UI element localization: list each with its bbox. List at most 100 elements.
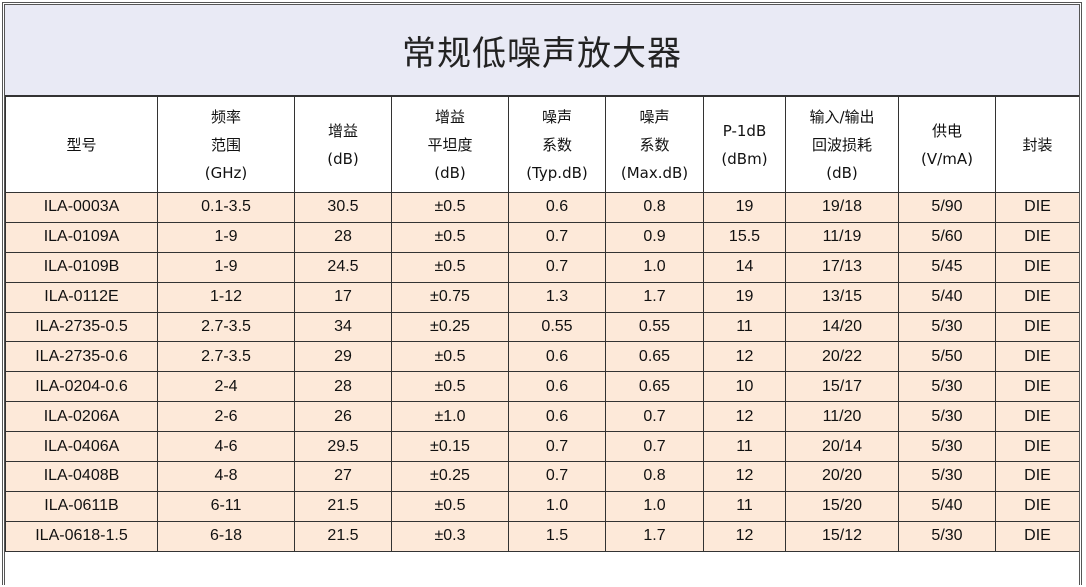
column-header-line: 增益 xyxy=(434,107,465,126)
table-row: ILA-0112E 1-12 17 ±0.75 1.3 1.7 19 13/15 5/40 DIE xyxy=(5,281,1079,313)
table-row: ILA-0003A 0.1-3.5 30.5 ±0.5 0.6 0.8 19 19/18 5/9… xyxy=(5,192,1079,223)
model-cell: ILA-0204-0.6 xyxy=(5,371,158,403)
spec-table: 型号 频率 范围 (GHz) 增益 (dB) 增益 平坦度 (dB) 噪声 系数 (Typ.dB) 噪声… xyxy=(5,96,1079,552)
table-cell: 5/45 xyxy=(898,251,996,283)
table-cell: 26 xyxy=(294,401,392,433)
column-header-line: P-1dB xyxy=(722,121,767,140)
table-cell: 4-6 xyxy=(157,431,295,463)
table-cell: DIE xyxy=(995,311,1079,343)
table-cell: 13/15 xyxy=(785,281,899,313)
table-row: ILA-0406A 4-6 29.5 ±0.15 0.7 0.7 11 20/14 5/30 DI… xyxy=(5,431,1079,463)
table-cell: 0.7 xyxy=(605,401,704,433)
column-header-line: 范围 xyxy=(210,135,241,154)
model-cell: ILA-0618-1.5 xyxy=(5,520,158,552)
column-header-line: 噪声 xyxy=(639,107,670,126)
table-cell: 1-12 xyxy=(157,281,295,313)
column-header: 增益平坦度 (dB) xyxy=(391,96,509,193)
table-cell: 2.7-3.5 xyxy=(157,311,295,343)
table-cell: 1.5 xyxy=(508,520,606,552)
table-cell: 11 xyxy=(703,311,786,343)
table-cell: DIE xyxy=(995,401,1079,433)
table-cell: 0.9 xyxy=(605,221,704,253)
table-row: ILA-2735-0.5 2.7-3.5 34 ±0.25 0.55 0.55 11 14/2… xyxy=(5,311,1079,343)
table-cell: ±0.5 xyxy=(391,251,509,283)
table-cell: DIE xyxy=(995,341,1079,373)
model-cell: ILA-0109A xyxy=(5,221,158,253)
table-cell: DIE xyxy=(995,221,1079,253)
table-cell: 5/90 xyxy=(898,192,996,223)
table-cell: 0.7 xyxy=(605,431,704,463)
column-header: 供电 (V/mA) xyxy=(898,96,996,193)
table-row: ILA-0611B 6-11 21.5 ±0.5 1.0 1.0 11 15/20 5/40 DI… xyxy=(5,490,1079,522)
column-header-line: 封装 xyxy=(1022,135,1053,154)
table-cell: 2.7-3.5 xyxy=(157,341,295,373)
table-row: ILA-0204-0.6 2-4 28 ±0.5 0.6 0.65 10 15/17 5/30 D… xyxy=(5,371,1079,403)
model-cell: ILA-2735-0.5 xyxy=(5,311,158,343)
column-header-line: 平坦度 xyxy=(427,135,473,154)
table-cell: 11 xyxy=(703,490,786,522)
table-cell: 19 xyxy=(703,281,786,313)
table-cell: ±1.0 xyxy=(391,401,509,433)
table-cell: DIE xyxy=(995,431,1079,463)
column-header-line: 系数 xyxy=(541,135,572,154)
column-header-line: (Typ.dB) xyxy=(526,163,588,182)
table-cell: 0.7 xyxy=(508,221,606,253)
table-row: ILA-0109A 1-9 28 ±0.5 0.7 0.9 15.5 11/19 5/60 DIE xyxy=(5,221,1079,253)
column-header-line: 回波损耗 xyxy=(811,135,872,154)
table-cell: 5/30 xyxy=(898,401,996,433)
column-header-line: 增益 xyxy=(327,121,358,140)
table-cell: ±0.15 xyxy=(391,431,509,463)
table-cell: ±0.25 xyxy=(391,461,509,492)
table-row: ILA-0206A 2-6 26 ±1.0 0.6 0.7 12 11/20 5/30 DIE xyxy=(5,401,1079,433)
table-cell: ±0.5 xyxy=(391,371,509,403)
table-cell: 0.8 xyxy=(605,192,704,223)
table-cell: 12 xyxy=(703,461,786,492)
table-cell: 5/50 xyxy=(898,341,996,373)
table-cell: 0.6 xyxy=(508,401,606,433)
table-cell: DIE xyxy=(995,192,1079,223)
column-header: 输入/输出 回波损耗 (dB) xyxy=(785,96,899,193)
column-header-line: (Max.dB) xyxy=(620,163,689,182)
table-cell: 0.55 xyxy=(508,311,606,343)
table-cell: 6-11 xyxy=(157,490,295,522)
column-header-line: 频率 xyxy=(210,107,241,126)
column-header-line: (GHz) xyxy=(204,163,248,182)
table-cell: 24.5 xyxy=(294,251,392,283)
column-header-line: 供电 xyxy=(931,121,962,140)
table-cell: 5/30 xyxy=(898,311,996,343)
column-header: 噪声系数 (Typ.dB) xyxy=(508,96,606,193)
table-cell: 0.65 xyxy=(605,341,704,373)
column-header-line: (dB) xyxy=(434,163,466,182)
table-cell: 0.7 xyxy=(508,461,606,492)
table-row: ILA-0408B 4-8 27 ±0.25 0.7 0.8 12 20/20 5/30 DIE xyxy=(5,461,1079,492)
column-header-line: 系数 xyxy=(639,135,670,154)
model-cell: ILA-2735-0.6 xyxy=(5,341,158,373)
column-header-line: 噪声 xyxy=(541,107,572,126)
model-cell: ILA-0611B xyxy=(5,490,158,522)
table-cell: DIE xyxy=(995,520,1079,552)
table-cell: 21.5 xyxy=(294,520,392,552)
table-cell: 20/20 xyxy=(785,461,899,492)
table-cell: 14 xyxy=(703,251,786,283)
table-cell: 15/20 xyxy=(785,490,899,522)
table-cell: 2-6 xyxy=(157,401,295,433)
table-row: ILA-0109B 1-9 24.5 ±0.5 0.7 1.0 14 17/13 5/45 DIE xyxy=(5,251,1079,283)
table-cell: 1-9 xyxy=(157,251,295,283)
column-header: 噪声系数 (Max.dB) xyxy=(605,96,704,193)
table-cell: 5/40 xyxy=(898,281,996,313)
table-cell: 17/13 xyxy=(785,251,899,283)
table-cell: 5/30 xyxy=(898,461,996,492)
table-cell: 4-8 xyxy=(157,461,295,492)
table-cell: 19 xyxy=(703,192,786,223)
table-cell: 1-9 xyxy=(157,221,295,253)
column-header-line: 型号 xyxy=(66,135,97,154)
table-cell: 29 xyxy=(294,341,392,373)
table-cell: 20/14 xyxy=(785,431,899,463)
table-cell: 15/12 xyxy=(785,520,899,552)
table-cell: 12 xyxy=(703,520,786,552)
table-cell: 0.6 xyxy=(508,341,606,373)
table-cell: 0.6 xyxy=(508,371,606,403)
table-row: ILA-2735-0.6 2.7-3.5 29 ±0.5 0.6 0.65 12 20/22 5… xyxy=(5,341,1079,373)
table-cell: 1.7 xyxy=(605,520,704,552)
table-cell: 6-18 xyxy=(157,520,295,552)
